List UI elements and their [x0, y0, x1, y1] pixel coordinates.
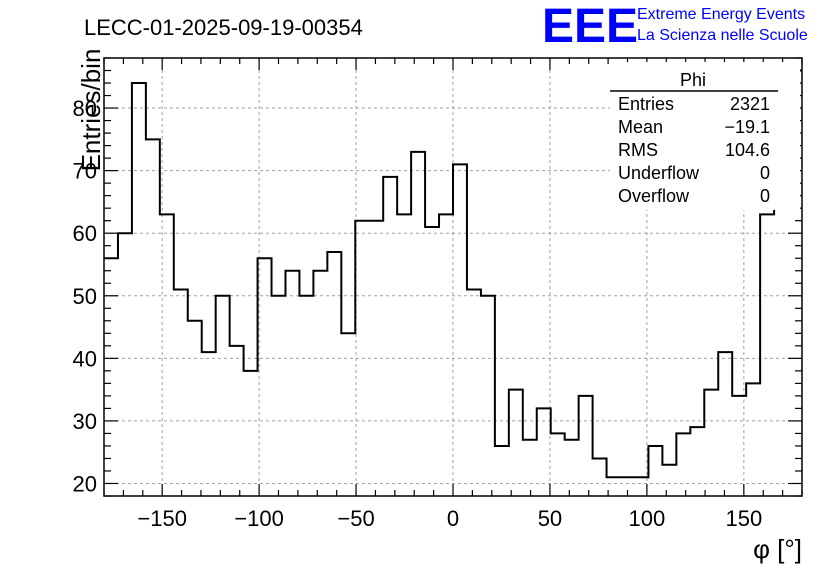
stats-box-background	[610, 62, 800, 210]
stats-rows: Entries 2321 Mean −19.1 RMS 104.6 Underflow 0 Ov…	[618, 94, 770, 206]
x-tick-label: 100	[629, 506, 666, 531]
x-tick-labels: −150 −100 −50 0 50 100 150	[137, 506, 762, 531]
y-tick-labels: 20 30 40 50 60 70 80	[73, 96, 97, 496]
axis-ticks	[103, 57, 803, 497]
x-tick-label: 50	[538, 506, 562, 531]
stats-row-value: −19.1	[724, 117, 770, 137]
y-tick-label: 80	[73, 96, 97, 121]
stats-row-value: 0	[760, 163, 770, 183]
stats-row-label: Overflow	[618, 186, 690, 206]
x-tick-label: −150	[137, 506, 187, 531]
stats-row-value: 0	[760, 186, 770, 206]
stats-row-label: Underflow	[618, 163, 700, 183]
stats-row-label: Entries	[618, 94, 674, 114]
histogram-step-line	[104, 69, 802, 479]
eee-logo: EEE	[542, 0, 638, 53]
x-tick-label: −100	[234, 506, 284, 531]
y-tick-label: 20	[73, 471, 97, 496]
y-tick-label: 30	[73, 409, 97, 434]
x-tick-label: 150	[725, 506, 762, 531]
stats-box-title: Phi	[680, 70, 706, 90]
stats-box: Phi Entries 2321 Mean −19.1 RMS 104.6 Underflo…	[610, 62, 800, 210]
stats-row-value: 104.6	[725, 140, 770, 160]
logo-line-1: Extreme Energy Events	[637, 6, 805, 23]
x-tick-label: 0	[447, 506, 459, 531]
x-tick-label: −50	[337, 506, 374, 531]
y-tick-label: 60	[73, 221, 97, 246]
stats-row-label: RMS	[618, 140, 658, 160]
logo-line-2: La Scienza nelle Scuole	[637, 27, 808, 44]
histogram-series	[104, 69, 802, 479]
stats-row-value: 2321	[730, 94, 770, 114]
y-tick-label: 70	[73, 159, 97, 184]
stats-row-label: Mean	[618, 117, 663, 137]
chart-title: LECC-01-2025-09-19-00354	[84, 15, 363, 40]
y-tick-label: 40	[73, 346, 97, 371]
y-axis-label: Entries/bin	[76, 49, 106, 172]
y-tick-label: 50	[73, 284, 97, 309]
x-axis-label: φ [°]	[753, 534, 802, 564]
